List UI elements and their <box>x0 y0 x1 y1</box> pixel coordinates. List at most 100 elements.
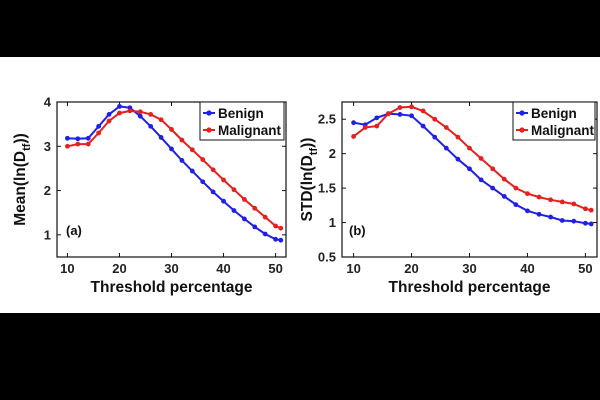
data-point-malignant <box>588 207 594 213</box>
data-point-malignant <box>525 191 530 197</box>
data-point-malignant <box>252 205 258 211</box>
data-point-benign <box>571 218 577 224</box>
data-point-malignant <box>262 214 268 220</box>
data-point-benign <box>252 224 258 230</box>
y-axis-label-main: Mean(ln(D <box>12 151 29 226</box>
data-point-benign <box>96 123 102 129</box>
data-point-malignant <box>117 110 122 116</box>
data-point-malignant <box>351 134 356 139</box>
data-point-benign <box>210 189 216 195</box>
data-point-malignant <box>241 197 247 202</box>
data-point-benign <box>148 123 154 129</box>
y-axis-label-main: STD(ln(D <box>299 155 316 221</box>
x-tick-label: 40 <box>216 261 230 276</box>
data-point-benign <box>273 236 278 242</box>
data-point-benign <box>432 134 438 140</box>
data-point-malignant <box>106 118 112 124</box>
data-point-benign <box>179 158 185 163</box>
y-tick-label: 1 <box>44 227 51 242</box>
data-point-benign <box>409 113 414 119</box>
data-point-malignant <box>385 111 391 117</box>
y-axis-label: STD(ln(Dtf)) <box>299 138 320 222</box>
legend-box <box>199 101 285 141</box>
x-tick-label: 40 <box>520 261 534 276</box>
data-point-malignant <box>85 141 91 147</box>
data-point-malignant <box>96 130 102 136</box>
data-point-benign <box>137 113 143 119</box>
data-point-benign <box>158 135 164 140</box>
data-point-benign <box>467 166 472 172</box>
data-point-benign <box>478 177 484 183</box>
data-point-malignant <box>374 123 380 129</box>
y-tick-label: 1 <box>329 215 336 230</box>
data-point-malignant <box>490 166 496 172</box>
y-tick-label: 2.5 <box>318 112 336 127</box>
data-point-malignant <box>397 105 403 110</box>
data-point-benign <box>231 208 237 213</box>
legend-swatch-marker <box>206 127 212 133</box>
data-point-benign <box>501 193 507 199</box>
y-tick-label: 2 <box>44 183 51 198</box>
data-point-benign <box>262 231 268 237</box>
data-point-malignant <box>278 225 284 231</box>
figure-background <box>0 57 600 313</box>
data-point-benign <box>200 179 206 185</box>
x-tick-label: 20 <box>404 261 418 276</box>
data-point-malignant <box>137 109 143 115</box>
x-tick-label: 10 <box>346 261 360 276</box>
data-point-benign <box>75 136 81 142</box>
panel-a: 10 20 30 40 50 1 2 3 4 Threshold percentage Mean(l… <box>12 95 287 296</box>
data-point-benign <box>455 156 461 162</box>
data-point-malignant <box>189 147 195 153</box>
data-point-benign <box>241 216 247 222</box>
data-point-benign <box>106 112 112 117</box>
y-axis-label-subscript: tf <box>308 148 320 156</box>
data-point-malignant <box>221 177 226 183</box>
x-tick-label: 30 <box>164 261 178 276</box>
panel-label: (b) <box>349 223 366 238</box>
data-point-benign <box>221 198 226 204</box>
panel-label: (a) <box>66 223 82 238</box>
series-line-benign <box>67 105 281 242</box>
x-tick-label: 10 <box>60 261 74 276</box>
data-point-malignant <box>179 137 185 143</box>
data-point-malignant <box>420 108 426 114</box>
series-line-malignant <box>352 105 592 212</box>
data-point-benign <box>548 214 554 220</box>
data-point-malignant <box>169 127 174 132</box>
data-point-benign <box>374 115 380 121</box>
data-point-malignant <box>210 167 216 173</box>
legend-swatch-marker <box>519 110 525 116</box>
legend-label-benign: Benign <box>531 106 577 121</box>
data-point-malignant <box>362 125 368 130</box>
x-tick-label: 20 <box>112 261 126 276</box>
series-line-benign <box>353 112 592 225</box>
data-point-malignant <box>432 116 438 122</box>
data-point-malignant <box>571 201 577 207</box>
data-point-malignant <box>75 141 81 147</box>
data-point-malignant <box>158 117 164 123</box>
data-point-benign <box>588 221 594 227</box>
data-point-malignant <box>443 125 449 130</box>
data-point-benign <box>583 220 588 226</box>
y-tick-label: 3 <box>44 139 51 154</box>
data-point-benign <box>85 135 91 141</box>
x-tick-label: 50 <box>578 261 592 276</box>
data-point-malignant <box>200 157 206 162</box>
data-point-benign <box>65 135 70 141</box>
data-point-malignant <box>536 194 542 200</box>
data-point-malignant <box>231 187 237 193</box>
panel-b: 10 20 30 40 50 0.5 1 1.5 2 2.5 Threshold percentag… <box>299 101 598 296</box>
data-point-malignant <box>455 134 461 140</box>
y-tick-label: 2 <box>329 146 336 161</box>
data-point-malignant <box>273 223 278 229</box>
data-point-malignant <box>127 108 133 114</box>
legend-swatch-marker <box>519 127 525 133</box>
series-line-malignant <box>67 109 282 230</box>
data-point-benign <box>513 202 519 208</box>
y-axis-label-end: )) <box>12 133 29 143</box>
x-tick-label: 50 <box>268 261 282 276</box>
data-point-malignant <box>65 143 70 149</box>
data-point-malignant <box>513 185 519 191</box>
